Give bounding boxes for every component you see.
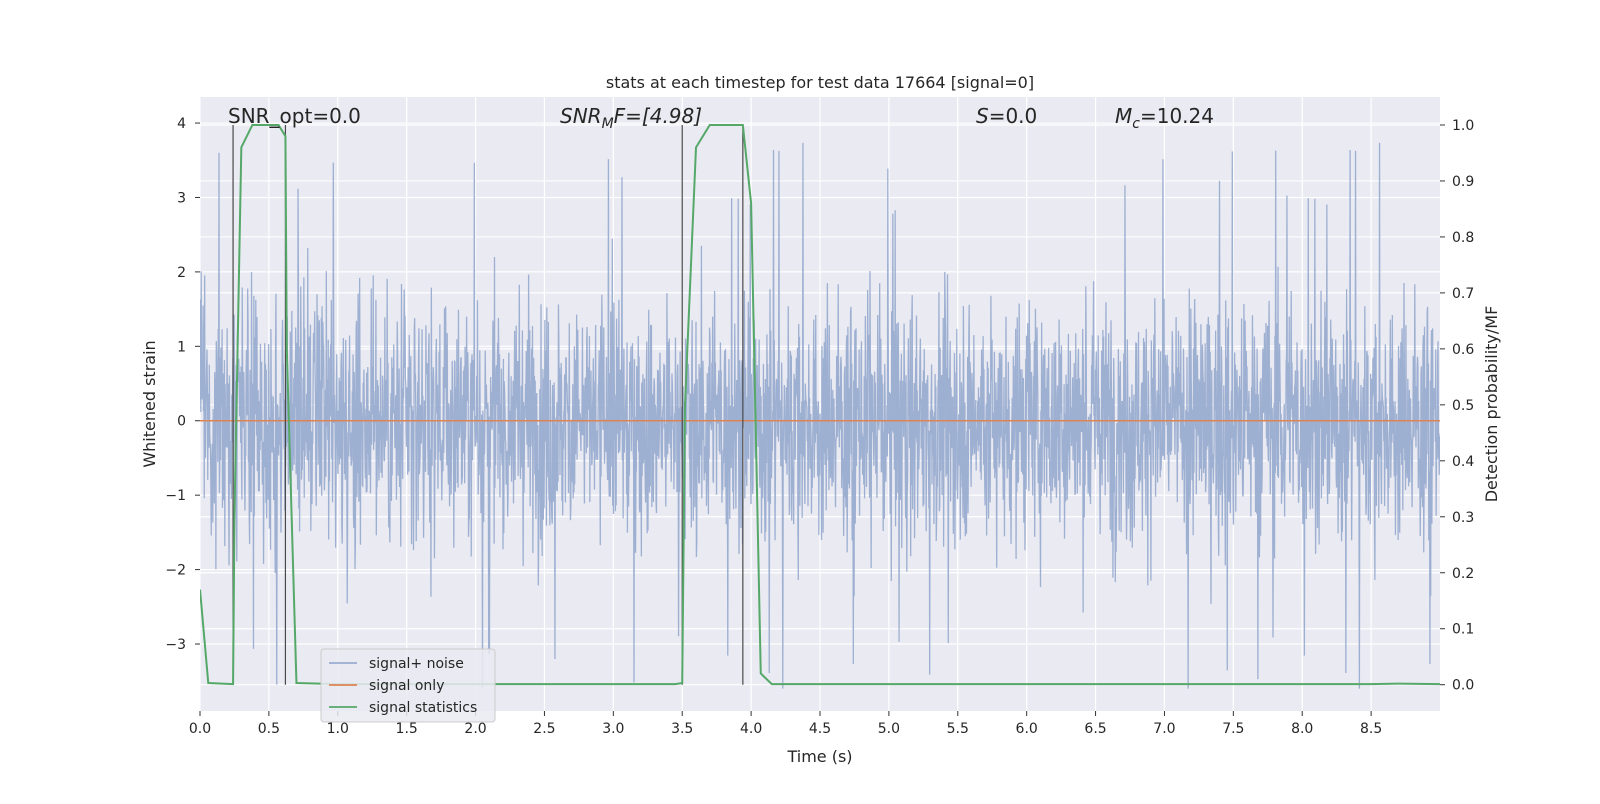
y-tick-label-left: −1	[165, 488, 186, 504]
y-tick-label-right: 0.5	[1452, 398, 1474, 414]
x-tick-label: 0.5	[258, 721, 280, 737]
annotation-mc-rest: =10.24	[1140, 104, 1214, 128]
legend-box	[320, 648, 496, 723]
series-signal-statistics	[200, 123, 1440, 686]
x-tick-label: 1.5	[396, 721, 418, 737]
y-tick-label-right: 0.7	[1452, 286, 1474, 302]
y-ticks-left: 4 3 2 1 0 −1 −2 −3	[165, 116, 200, 653]
y-tick-label-left: 3	[177, 190, 186, 206]
y-tick-label-right: 0.1	[1452, 622, 1474, 638]
series-signal-noise	[200, 142, 1440, 689]
x-tick-label: 1.0	[327, 721, 349, 737]
annotation-mc: Mc=10.24	[1115, 104, 1214, 132]
x-tick-label: 0.0	[189, 721, 211, 737]
annotation-mc-var: M	[1115, 104, 1132, 128]
x-tick-label: 2.5	[533, 721, 555, 737]
y-tick-label-left: 0	[177, 414, 186, 430]
y-axis-label-right: Detection probability/MF	[1482, 306, 1501, 503]
x-tick-label: 6.0	[1016, 721, 1038, 737]
annotation-snr-mf-sub: M	[602, 116, 614, 132]
signal-statistics-line	[200, 123, 1440, 686]
annotation-snr-mf-rest: F=[4.98]	[614, 104, 702, 128]
y-tick-label-left: 4	[177, 116, 186, 132]
annotation-mc-sub: c	[1132, 116, 1140, 132]
annotation-snr-opt: SNR_opt=0.0	[228, 104, 361, 128]
legend-label-signal-noise: signal+ noise	[369, 656, 464, 672]
x-tick-label: 5.0	[878, 721, 900, 737]
y-axis-label-left: Whitened strain	[140, 340, 159, 467]
y-tick-label-left: −3	[165, 637, 186, 653]
y-tick-label-right: 1.0	[1452, 118, 1474, 134]
y-tick-label-right: 0.3	[1452, 510, 1474, 526]
y-tick-label-right: 0.2	[1452, 566, 1474, 582]
y-tick-label-left: −2	[165, 563, 186, 579]
x-tick-label: 3.5	[671, 721, 693, 737]
legend-label-signal-statistics: signal statistics	[369, 700, 477, 716]
x-tick-label: 6.5	[1084, 721, 1106, 737]
annotation-s-rest: =0.0	[989, 104, 1038, 128]
annotation-s-var: S	[976, 104, 989, 128]
x-tick-label: 5.5	[947, 721, 969, 737]
x-tick-label: 8.0	[1291, 721, 1313, 737]
x-tick-label: 7.5	[1222, 721, 1244, 737]
x-axis-label: Time (s)	[786, 747, 852, 766]
y-tick-label-left: 1	[177, 339, 186, 355]
x-tick-label: 3.0	[602, 721, 624, 737]
legend-label-signal-only: signal only	[369, 678, 444, 694]
y-tick-label-right: 0.9	[1452, 174, 1474, 190]
noise-trace	[200, 142, 1440, 689]
y-tick-label-right: 0.4	[1452, 454, 1474, 470]
chart-title: stats at each timestep for test data 176…	[606, 73, 1034, 92]
x-ticks: 0.0 0.5 1.0 1.5 2.0 2.5 3.0 3.5 4.0 4.5 5.0 5.5 6.0 6…	[189, 711, 1382, 737]
x-tick-label: 4.5	[809, 721, 831, 737]
annotation-snr-mf: SNRMF=[4.98]	[560, 104, 702, 132]
x-tick-label: 8.5	[1360, 721, 1382, 737]
annotation-snr-mf-base: SNR	[560, 104, 602, 128]
y-tick-label-right: 0.6	[1452, 342, 1474, 358]
y-tick-label-left: 2	[177, 265, 186, 281]
x-tick-label: 4.0	[740, 721, 762, 737]
y-tick-label-right: 0.8	[1452, 230, 1474, 246]
y-ticks-right: 1.0 0.9 0.8 0.7 0.6 0.5 0.4 0.3 0.2 0.1 0.0	[1440, 118, 1474, 694]
legend: signal+ noise signal only signal statist…	[320, 648, 496, 723]
y-tick-label-right: 0.0	[1452, 678, 1474, 694]
x-tick-label: 2.0	[464, 721, 486, 737]
x-tick-label: 7.0	[1153, 721, 1175, 737]
annotation-s: S=0.0	[976, 104, 1037, 128]
